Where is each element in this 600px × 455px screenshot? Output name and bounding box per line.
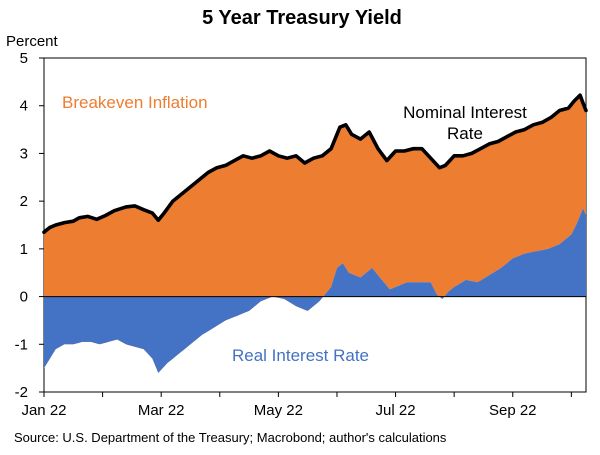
- y-tick-label: 1: [20, 241, 28, 258]
- x-tick-label: Sep 22: [489, 402, 537, 419]
- nominal-rate-label-line1: Nominal Interest: [403, 103, 527, 122]
- nominal-interest-rate-line: [42, 93, 588, 234]
- nominal-line-group: [42, 93, 588, 234]
- y-tick-label: 3: [20, 145, 28, 162]
- x-tick-label: Jul 22: [376, 402, 416, 419]
- y-tick-label: -2: [15, 384, 28, 401]
- x-axis: Jan 22 Mar 22 May 22 Jul 22 Sep 22: [21, 392, 572, 419]
- real-interest-rate-label: Real Interest Rate: [232, 346, 369, 365]
- chart-title: 5 Year Treasury Yield: [202, 7, 402, 29]
- nominal-rate-label-line2: Rate: [447, 124, 483, 143]
- areas: [44, 95, 586, 373]
- y-tick-label: 2: [20, 193, 28, 210]
- y-tick-label: 0: [20, 289, 28, 306]
- y-tick-label: -1: [15, 336, 28, 353]
- y-axis-label: Percent: [6, 33, 59, 50]
- y-tick-label: 4: [20, 98, 28, 115]
- y-axis: 5 4 3 2 1 0 -1 -2: [15, 50, 44, 401]
- x-tick-label: Mar 22: [138, 402, 185, 419]
- breakeven-inflation-label: Breakeven Inflation: [62, 93, 208, 112]
- x-tick-label: Jan 22: [21, 402, 66, 419]
- y-tick-label: 5: [20, 50, 28, 67]
- real-interest-rate-area: [44, 208, 586, 373]
- x-tick-label: May 22: [254, 402, 303, 419]
- source-note: Source: U.S. Department of the Treasury;…: [14, 430, 447, 445]
